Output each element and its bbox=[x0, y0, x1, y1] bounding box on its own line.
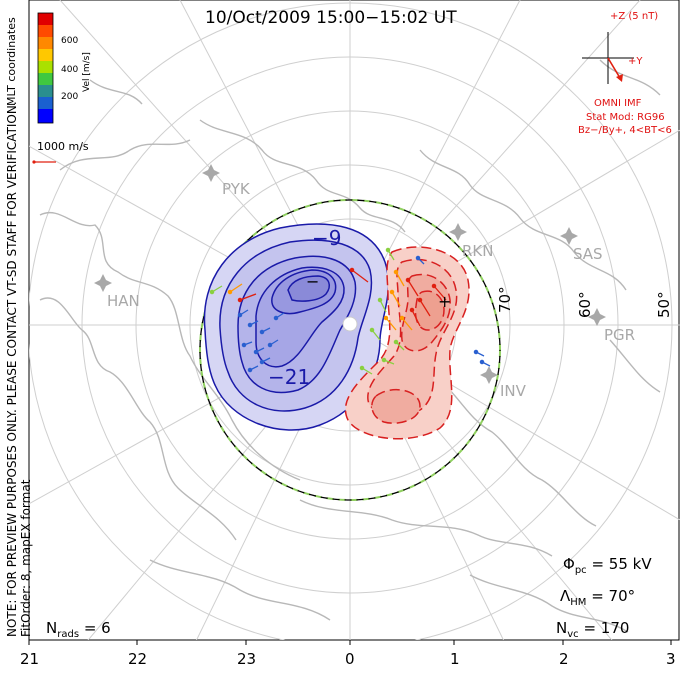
contour-label-minus-21: −21 bbox=[268, 365, 311, 389]
mlt-label-21: 21 bbox=[20, 650, 40, 668]
colorbar-tick-200: 200 bbox=[61, 92, 79, 102]
imf-plus-z-label: +Z (5 nT) bbox=[610, 11, 659, 22]
latitude-label-70: 70° bbox=[496, 286, 514, 313]
contour-label-minus-9: −9 bbox=[312, 226, 342, 250]
latitude-label-60: 60° bbox=[576, 291, 594, 318]
plot-frame bbox=[28, 0, 680, 641]
vector-scale-dot bbox=[32, 160, 36, 164]
imf-condition-label: Bz−/By+, 4<BT<6 bbox=[578, 125, 672, 136]
mlt-label-22: 22 bbox=[128, 650, 148, 668]
coastlines bbox=[39, 59, 661, 633]
mlt-label-23: 23 bbox=[237, 650, 257, 668]
velocity-vectors bbox=[209, 247, 491, 375]
site-label-pgr: PGR bbox=[604, 326, 636, 344]
site-label-pyk: PYK bbox=[222, 180, 250, 198]
negative-potential-cell bbox=[203, 223, 390, 431]
site-label-rkn: RKN bbox=[462, 242, 494, 260]
hm-boundary-black bbox=[199, 199, 501, 501]
mlt-label-2: 2 bbox=[559, 650, 569, 668]
latitude-label-50: 50° bbox=[655, 291, 673, 318]
site-label-inv: INV bbox=[500, 382, 526, 400]
velocity-colorbar-label: Vel [m/s] bbox=[82, 52, 92, 92]
vector-scale-label: 1000 m/s bbox=[37, 140, 89, 153]
positive-potential-cell bbox=[344, 246, 470, 440]
potential-maximum-marker: + bbox=[438, 292, 452, 311]
radar-count: Nrads = 6 bbox=[46, 619, 111, 640]
map-title: 10/Oct/2009 15:00−15:02 UT bbox=[205, 8, 457, 28]
stat-model-label: Stat Mod: RG96 bbox=[586, 112, 665, 123]
imf-plus-y-label: +Y bbox=[628, 56, 643, 67]
preview-note: NOTE: FOR PREVIEW PURPOSES ONLY. PLEASE … bbox=[5, 101, 19, 637]
hm-boundary-latitude: ΛHM = 70° bbox=[560, 587, 636, 608]
cross-polar-potential: Φpc = 55 kV bbox=[563, 555, 652, 576]
coordinate-system-label: MLT coordinates bbox=[5, 17, 18, 106]
imf-vector-arrow bbox=[607, 57, 621, 79]
geographic-pole bbox=[342, 316, 358, 332]
mlt-axis-ticks bbox=[28, 640, 672, 645]
potential-minimum-marker: − bbox=[306, 272, 320, 291]
imf-source-label: OMNI IMF bbox=[594, 98, 642, 109]
radar-site-markers bbox=[94, 164, 606, 384]
colorbar-tick-400: 400 bbox=[61, 65, 79, 75]
mlt-label-0: 0 bbox=[345, 650, 355, 668]
imf-vector-arrowhead bbox=[616, 74, 623, 82]
mlt-label-1: 1 bbox=[450, 650, 460, 668]
colorbar-tick-600: 600 bbox=[61, 36, 79, 46]
site-label-han: HAN bbox=[107, 292, 140, 310]
mlt-label-3: 3 bbox=[666, 650, 676, 668]
fit-order-note: FitOrder: 8, mapEX format bbox=[19, 479, 33, 637]
site-label-sas: SAS bbox=[573, 245, 603, 263]
vector-count: Nvc = 170 bbox=[556, 619, 630, 640]
velocity-colorbar bbox=[37, 12, 54, 124]
